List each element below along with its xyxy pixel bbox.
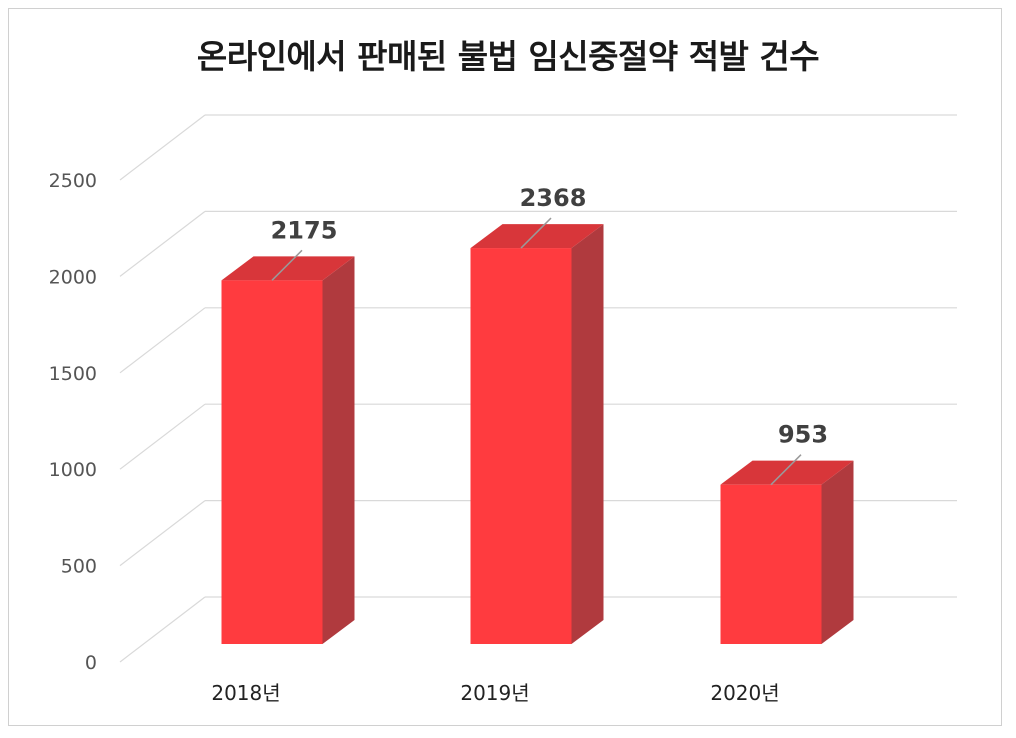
x-category-label: 2020년 <box>710 681 779 705</box>
gridline-diagonal <box>119 307 206 374</box>
y-tick-label: 2500 <box>49 170 97 192</box>
bar-front <box>720 484 822 644</box>
bar-side <box>821 460 854 644</box>
y-tick-label: 500 <box>61 556 97 578</box>
bar-side <box>322 256 355 644</box>
bar-top <box>470 224 604 249</box>
y-tick-label: 1500 <box>49 363 97 385</box>
data-label: 2368 <box>520 184 587 212</box>
x-category-label: 2019년 <box>460 681 529 705</box>
bar-top <box>720 460 854 485</box>
bar-front <box>470 248 572 644</box>
bar-3 <box>720 460 854 644</box>
bar-front <box>221 280 323 644</box>
gridline-diagonal <box>119 500 206 567</box>
bar-2 <box>470 224 604 644</box>
data-label: 2175 <box>271 216 338 244</box>
chart-frame <box>8 8 1002 726</box>
gridline-diagonal <box>119 114 206 181</box>
bar-side <box>571 224 604 644</box>
y-axis-ticks: 0 500 1000 1500 2000 2500 <box>49 170 97 674</box>
gridline-diagonal <box>119 210 206 277</box>
bar-top <box>221 256 355 281</box>
y-tick-label: 2000 <box>49 266 97 288</box>
x-category-label: 2018년 <box>211 681 280 705</box>
label-leader-line <box>770 454 802 486</box>
data-labels: 2175 2368 953 <box>271 184 828 486</box>
label-leader-line <box>520 217 552 249</box>
gridline-diagonal <box>119 403 206 470</box>
bar-1 <box>221 256 355 644</box>
y-tick-label: 0 <box>85 652 97 674</box>
label-leader-line <box>271 249 303 281</box>
x-axis-categories: 2018년 2019년 2020년 <box>211 681 779 705</box>
bars <box>221 224 854 644</box>
gridline-diagonal <box>119 596 206 663</box>
y-tick-label: 1000 <box>49 459 97 481</box>
chart-title: 온라인에서 판매된 불법 임신중절약 적발 건수 <box>196 37 820 76</box>
data-label: 953 <box>778 421 828 449</box>
